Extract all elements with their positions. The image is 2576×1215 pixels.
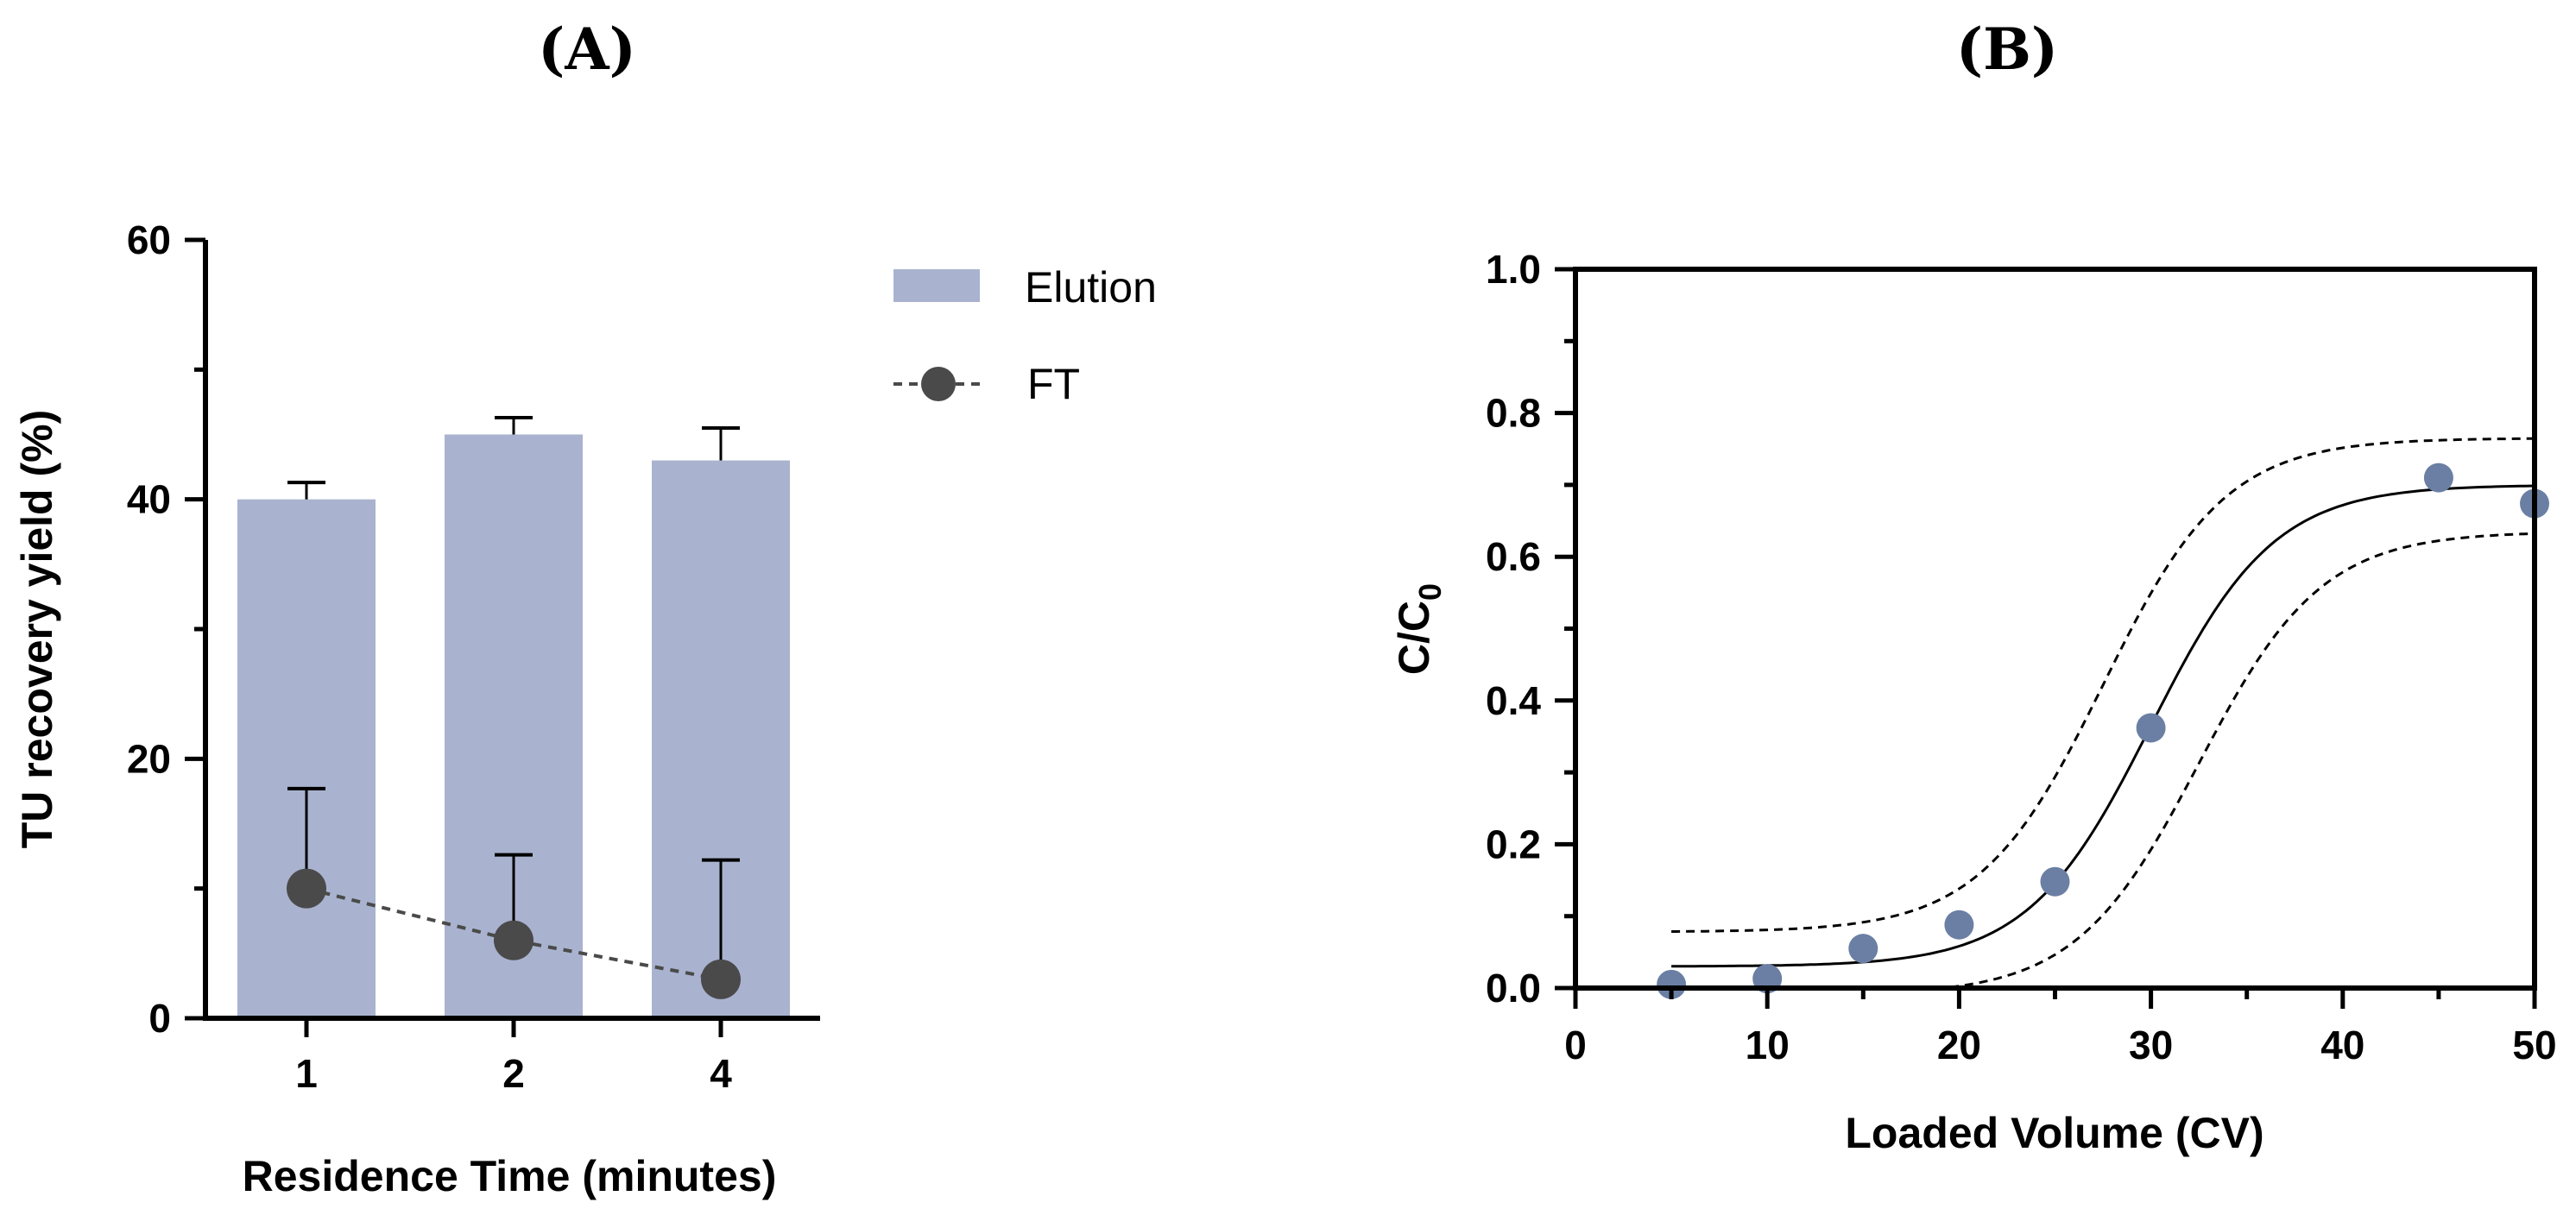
upper-confidence-curve: [1671, 437, 2535, 933]
data-point: [1944, 910, 1974, 940]
b-y-axis-title-main: C/C: [1390, 601, 1438, 675]
panel-b-label: (B): [1956, 16, 2058, 83]
a-y-tick-label: 20: [127, 736, 171, 781]
b-x-tick-label: 30: [2129, 1023, 2173, 1067]
data-point: [1657, 969, 1687, 999]
a-y-tick-label: 40: [127, 477, 171, 522]
b-x-axis-title: Loaded Volume (CV): [1845, 1109, 2263, 1157]
ft-series: [287, 868, 741, 999]
b-y-tick-label: 0.0: [1486, 966, 1541, 1010]
a-x-ticks: 1 2 4: [295, 1018, 732, 1096]
a-x-tick-label: 4: [710, 1051, 732, 1096]
a-y-tick-label: 60: [127, 217, 171, 262]
data-point: [2423, 463, 2453, 493]
b-y-tick-label: 0.6: [1486, 534, 1541, 579]
b-x-tick-label: 20: [1937, 1023, 1981, 1067]
a-x-tick-label: 2: [502, 1051, 525, 1096]
a-x-tick-label: 1: [295, 1051, 318, 1096]
b-y-tick-label: 0.8: [1486, 391, 1541, 436]
a-y-axis-title: TU recovery yield (%): [13, 410, 61, 849]
lower-confidence-curve: [1671, 532, 2535, 990]
b-x-tick-label: 40: [2320, 1023, 2364, 1067]
legend: Elution FT: [893, 263, 1157, 408]
panel-a: (A) 0 20 40 60 1 2 4 Residence Time (minutes)…: [13, 16, 1157, 1200]
b-y-ticks: 0.0 0.2 0.4 0.6 0.8 1.0: [1486, 247, 1575, 1010]
b-y-tick-label: 0.4: [1486, 678, 1541, 723]
a-y-ticks: 0 20 40 60: [127, 217, 205, 1041]
legend-elution-swatch: [893, 269, 980, 302]
b-x-ticks: 0 10 20 30 40 50: [1564, 988, 2557, 1067]
error-bars: [287, 415, 740, 979]
elution-bar: [237, 499, 376, 1018]
data-points: [1657, 463, 2549, 999]
b-y-axis-title-sub: 0: [1412, 583, 1448, 601]
fit-curve: [1671, 484, 2535, 968]
legend-elution-label: Elution: [1025, 263, 1157, 312]
b-x-tick-label: 0: [1564, 1023, 1587, 1067]
ft-point: [494, 920, 534, 960]
b-x-tick-label: 50: [2512, 1023, 2556, 1067]
data-point: [2040, 866, 2070, 897]
a-x-axis-title: Residence Time (minutes): [243, 1152, 777, 1200]
b-y-tick-label: 1.0: [1486, 247, 1541, 292]
data-point: [2136, 713, 2166, 743]
panel-b: (B) 0.0 0.2 0.4 0.6 0.8 1.0 0 10 20 30 40 50 Loade…: [1390, 16, 2557, 1157]
legend-ft-label: FT: [1027, 360, 1080, 408]
fit-curves: [1671, 437, 2535, 990]
panel-a-label: (A): [538, 16, 636, 83]
ft-point: [287, 868, 326, 909]
b-y-axis-title: C/C0: [1390, 583, 1448, 675]
a-y-tick-label: 0: [148, 996, 171, 1041]
ft-point: [701, 959, 741, 999]
elution-bars: [237, 434, 790, 1018]
legend-ft-marker: [921, 367, 956, 401]
data-point: [1848, 934, 1878, 964]
b-y-tick-label: 0.2: [1486, 822, 1541, 866]
svg-text:C/C0: C/C0: [1390, 583, 1448, 675]
b-x-tick-label: 10: [1746, 1023, 1790, 1067]
